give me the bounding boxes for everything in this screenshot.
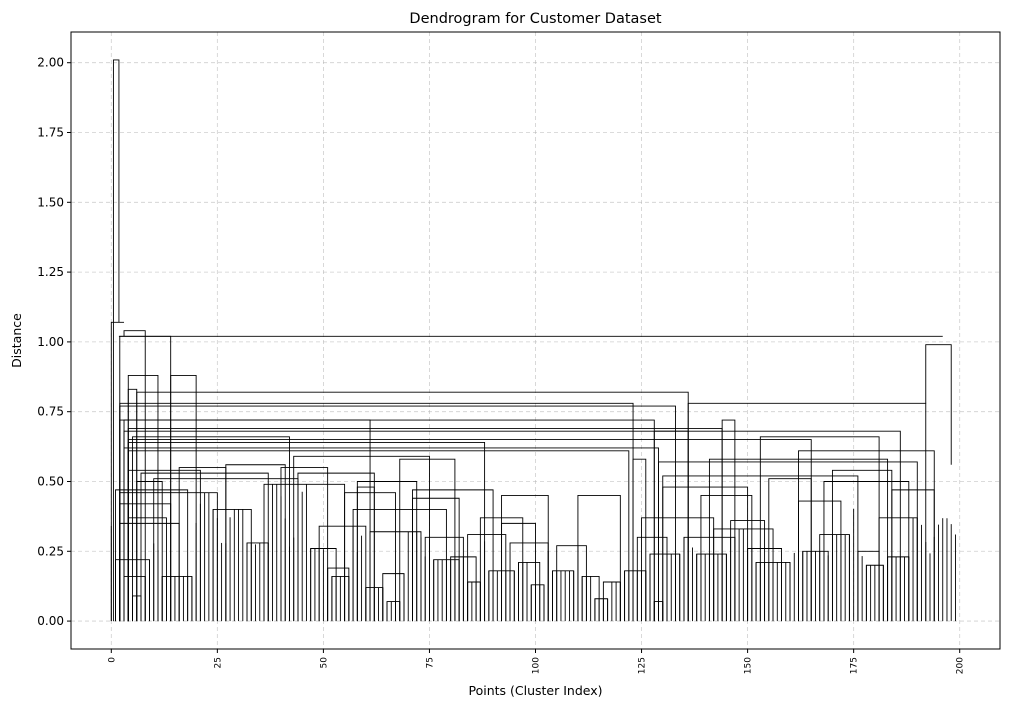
dendrogram-link: [132, 436, 290, 622]
dendrogram-link: [925, 344, 952, 465]
dendrogram-link: [170, 374, 197, 622]
x-tick-label: 200: [956, 657, 966, 674]
x-axis-label: Points (Cluster Index): [468, 683, 602, 698]
dendrogram-link: [344, 492, 396, 622]
dendrogram-link: [768, 478, 812, 622]
dendrogram-link: [115, 489, 189, 622]
x-tick-label: 75: [425, 657, 435, 668]
x-tick-label: 25: [213, 657, 223, 668]
x-tick-label: 0: [107, 657, 117, 663]
y-tick-label: 0.00: [37, 614, 64, 628]
dendrogram-link: [399, 458, 456, 622]
y-axis: 0.00 0.25 0.50 0.75 1.00 1.25 1.50 1.75 2.00: [37, 56, 71, 628]
x-axis: 0 25 50 75 100 125 150 175 200: [107, 649, 966, 674]
dendrogram-link: [708, 458, 889, 622]
y-tick-label: 1.75: [37, 126, 64, 140]
y-tick-label: 0.75: [37, 405, 64, 419]
y-tick-label: 0.25: [37, 544, 64, 558]
dendrogram-link: [123, 330, 146, 622]
x-tick-label: 150: [744, 657, 754, 674]
chart-title: Dendrogram for Customer Dataset: [409, 11, 661, 27]
dendrogram-link: [112, 59, 120, 622]
x-tick-label: 100: [532, 657, 542, 674]
dendrogram-link: [136, 481, 163, 622]
y-tick-label: 1.25: [37, 265, 64, 279]
x-tick-label: 175: [850, 657, 860, 674]
y-tick-label: 1.00: [37, 335, 64, 349]
y-tick-label: 0.50: [37, 474, 64, 488]
dendrogram-links: [110, 59, 952, 622]
y-axis-label: Distance: [9, 313, 24, 368]
y-tick-label: 2.00: [37, 56, 64, 70]
y-tick-label: 1.50: [37, 195, 64, 209]
dendrogram-link: [632, 458, 647, 622]
dendrogram-leaves: [110, 484, 956, 622]
dendrogram-link: [127, 517, 167, 622]
dendrogram-link: [110, 321, 125, 622]
x-tick-label: 50: [319, 657, 329, 669]
x-tick-label: 125: [638, 657, 648, 674]
